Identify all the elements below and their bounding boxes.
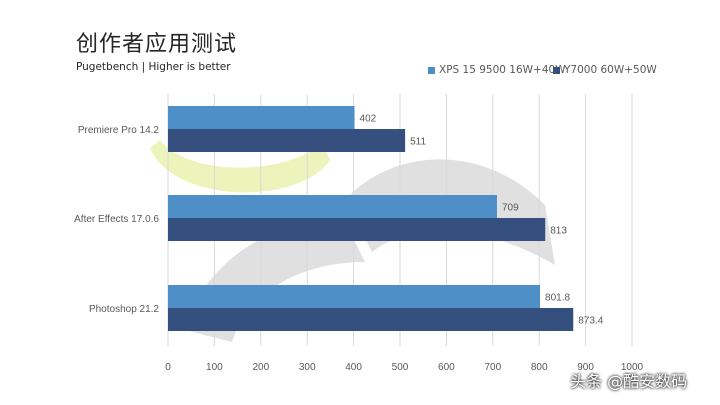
data-label-0-1: 511 — [410, 137, 426, 148]
watermark: 头条 @酷安数码 — [570, 372, 688, 391]
bars — [168, 106, 574, 331]
x-tick-label-8: 800 — [531, 362, 548, 373]
legend-label-series-2: Y7000 60W+50W — [564, 64, 657, 76]
bar-1-1 — [168, 218, 546, 241]
data-label-1-1: 813 — [550, 226, 567, 237]
bar-2-1 — [168, 308, 574, 331]
legend-swatch-series-1 — [428, 66, 435, 74]
category-labels: Premiere Pro 14.2 After Effects 17.0.6 Pho… — [74, 125, 159, 315]
x-tick-label-4: 400 — [345, 362, 362, 373]
decoration-green-arc — [150, 140, 330, 193]
x-tick-label-9: 900 — [577, 362, 594, 373]
bar-0-0 — [168, 106, 355, 129]
x-tick-label-7: 700 — [484, 362, 501, 373]
data-label-2-0: 801.8 — [545, 293, 570, 304]
x-tick-label-1: 100 — [206, 362, 223, 373]
bar-2-0 — [168, 285, 541, 308]
x-tick-label-3: 300 — [299, 362, 316, 373]
category-label-0: Premiere Pro 14.2 — [78, 125, 160, 136]
category-label-1: After Effects 17.0.6 — [74, 214, 159, 225]
bar-0-1 — [168, 129, 406, 152]
bar-1-0 — [168, 195, 497, 218]
data-labels: 402 511 709 813 801.8 873.4 — [360, 114, 604, 327]
legend-item-series-1: XPS 15 9500 16W+40W — [428, 64, 566, 76]
x-tick-label-6: 600 — [438, 362, 455, 373]
legend-label-series-1: XPS 15 9500 16W+40W — [439, 64, 566, 76]
legend-item-series-2: Y7000 60W+50W — [553, 64, 657, 76]
data-label-0-0: 402 — [360, 114, 377, 125]
x-tick-label-10: 1000 — [621, 362, 644, 373]
x-tick-label-5: 500 — [392, 362, 409, 373]
data-label-2-1: 873.4 — [578, 316, 603, 327]
legend-swatch-series-2 — [553, 66, 560, 74]
chart-subtitle: Pugetbench | Higher is better — [76, 61, 231, 73]
category-label-2: Photoshop 21.2 — [89, 304, 159, 315]
x-tick-label-0: 0 — [165, 362, 171, 373]
x-tick-labels: 0 100 200 300 400 500 600 700 800 900 1000 — [165, 362, 643, 373]
data-label-1-0: 709 — [502, 203, 519, 214]
chart-title: 创作者应用测试 — [76, 32, 238, 57]
x-tick-label-2: 200 — [252, 362, 269, 373]
